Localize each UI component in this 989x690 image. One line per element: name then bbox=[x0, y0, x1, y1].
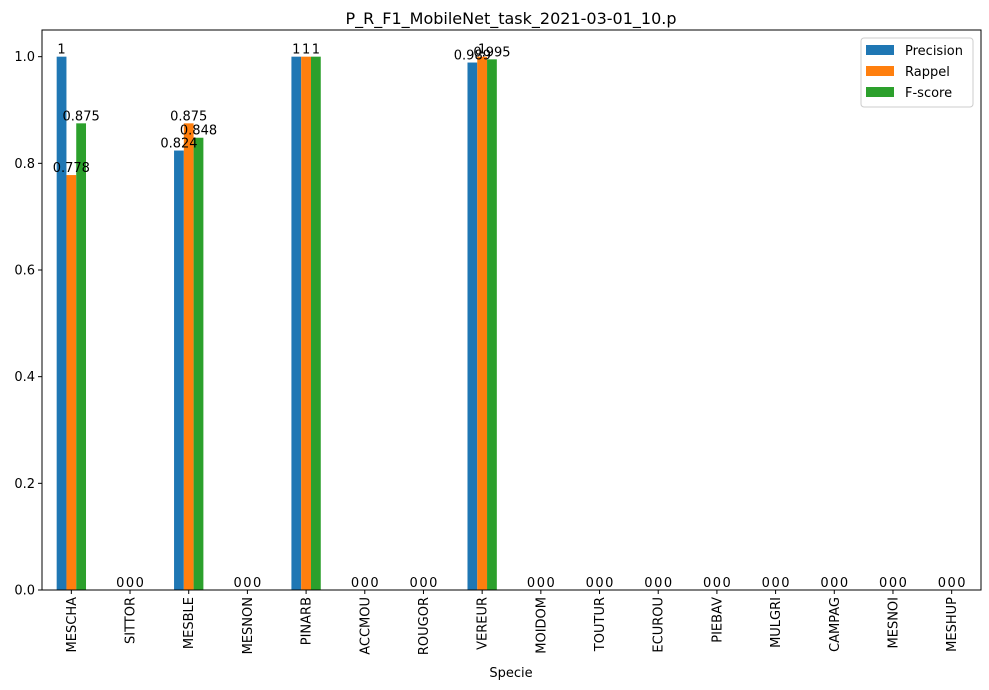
bar-label-rappel-toutur: 0 bbox=[595, 576, 603, 591]
y-tick-label: 0.8 bbox=[14, 157, 35, 172]
x-tick-label-piebav: PIEBAV bbox=[710, 597, 725, 643]
bar-precision-vereur bbox=[467, 62, 478, 591]
y-tick-label: 0.4 bbox=[14, 370, 35, 385]
bar-label-f-score-mulgri: 0 bbox=[781, 576, 789, 591]
x-tick-label-meshup: MESHUP bbox=[945, 597, 960, 652]
bars-layer bbox=[56, 56, 497, 591]
bar-label-f-score-ecurou: 0 bbox=[664, 576, 672, 591]
bar-label-f-score-mesnon: 0 bbox=[253, 576, 261, 591]
x-tick-label-moidom: MOIDOM bbox=[534, 597, 549, 654]
x-tick-label-sittor: SITTOR bbox=[124, 597, 139, 644]
x-tick-label-mescha: MESCHA bbox=[65, 597, 80, 653]
x-tick-label-campag: CAMPAG bbox=[828, 597, 843, 652]
x-tick-label-vereur: VEREUR bbox=[476, 597, 491, 650]
legend-swatch-f-score bbox=[866, 87, 894, 97]
x-tick-label-mesble: MESBLE bbox=[182, 597, 197, 649]
bar-label-precision-mescha: 1 bbox=[57, 43, 65, 58]
bar-label-precision-rougor: 0 bbox=[410, 576, 418, 591]
bar-f-score-mesble bbox=[193, 137, 204, 590]
bar-label-precision-campag: 0 bbox=[820, 576, 828, 591]
bar-f-score-pinarb bbox=[310, 56, 321, 590]
bar-f-score-mescha bbox=[76, 123, 87, 590]
bar-label-f-score-campag: 0 bbox=[840, 576, 848, 591]
bar-label-rappel-ecurou: 0 bbox=[654, 576, 662, 591]
bar-label-f-score-accmou: 0 bbox=[370, 576, 378, 591]
bar-label-f-score-meshup: 0 bbox=[957, 576, 965, 591]
plot-frame bbox=[41, 29, 982, 591]
bar-label-rappel-piebav: 0 bbox=[713, 576, 721, 591]
bar-label-rappel-accmou: 0 bbox=[361, 576, 369, 591]
chart-title: P_R_F1_MobileNet_task_2021-03-01_10.p bbox=[346, 9, 677, 29]
y-axis: 0.0 0.2 0.4 0.6 0.8 1.0 bbox=[14, 50, 42, 599]
bar-label-precision-toutur: 0 bbox=[586, 576, 594, 591]
bar-label-f-score-sittor: 0 bbox=[136, 576, 144, 591]
bar-label-f-score-vereur: 0.995 bbox=[473, 45, 510, 60]
bar-label-f-score-moidom: 0 bbox=[546, 576, 554, 591]
x-tick-label-pinarb: PINARB bbox=[300, 597, 315, 645]
bar-label-precision-accmou: 0 bbox=[351, 576, 359, 591]
bar-label-precision-mesble: 0.824 bbox=[160, 137, 197, 152]
x-tick-label-mulgri: MULGRI bbox=[769, 597, 784, 648]
bar-precision-mesble bbox=[174, 150, 184, 591]
bar-label-precision-moidom: 0 bbox=[527, 576, 535, 591]
bar-label-rappel-mesble: 0.875 bbox=[170, 109, 207, 124]
bar-label-precision-mesnon: 0 bbox=[233, 576, 241, 591]
legend-label-precision: Precision bbox=[905, 44, 963, 59]
legend: Precision Rappel F-score bbox=[860, 37, 974, 108]
bar-label-f-score-mescha: 0.875 bbox=[63, 109, 100, 124]
bar-label-rappel-mesnoi: 0 bbox=[889, 576, 897, 591]
bar-label-rappel-mesnon: 0 bbox=[243, 576, 251, 591]
bar-label-rappel-sittor: 0 bbox=[126, 576, 134, 591]
y-tick-label: 0.0 bbox=[14, 584, 35, 599]
bar-label-rappel-meshup: 0 bbox=[948, 576, 956, 591]
x-tick-label-toutur: TOUTUR bbox=[593, 597, 608, 652]
x-tick-label-ecurou: ECUROU bbox=[652, 597, 667, 653]
bar-label-rappel-rougor: 0 bbox=[419, 576, 427, 591]
legend-label-rappel: Rappel bbox=[905, 65, 950, 80]
x-axis: MESCHA SITTOR MESBLE MESNON PINARB ACCMOU ROUG… bbox=[65, 590, 960, 655]
bar-label-precision-sittor: 0 bbox=[116, 576, 124, 591]
x-tick-label-rougor: ROUGOR bbox=[417, 597, 432, 655]
y-tick-label: 0.2 bbox=[14, 477, 35, 492]
bar-label-precision-mulgri: 0 bbox=[762, 576, 770, 591]
bar-rappel-pinarb bbox=[301, 56, 311, 590]
bar-label-precision-ecurou: 0 bbox=[644, 576, 652, 591]
x-tick-label-mesnon: MESNON bbox=[241, 597, 256, 654]
y-tick-label: 1.0 bbox=[14, 50, 35, 65]
bar-precision-mescha bbox=[56, 56, 67, 590]
y-tick-label: 0.6 bbox=[14, 264, 35, 279]
bar-label-rappel-vereur: 1 bbox=[478, 43, 486, 58]
bar-label-precision-mesnoi: 0 bbox=[879, 576, 887, 591]
bar-label-precision-pinarb: 1 bbox=[292, 43, 300, 58]
bar-label-rappel-pinarb: 1 bbox=[302, 43, 310, 58]
bar-label-rappel-campag: 0 bbox=[830, 576, 838, 591]
legend-swatch-precision bbox=[866, 45, 894, 55]
legend-swatch-rappel bbox=[866, 66, 894, 76]
bar-f-score-vereur bbox=[487, 59, 497, 591]
bar-rappel-vereur bbox=[477, 56, 488, 590]
bar-label-f-score-piebav: 0 bbox=[723, 576, 731, 591]
bar-label-f-score-pinarb: 1 bbox=[312, 43, 320, 58]
legend-label-f-score: F-score bbox=[905, 86, 952, 101]
bar-label-f-score-mesble: 0.848 bbox=[180, 124, 217, 139]
x-tick-label-mesnoi: MESNOI bbox=[886, 597, 901, 648]
bar-label-f-score-toutur: 0 bbox=[605, 576, 613, 591]
x-axis-label: Specie bbox=[489, 666, 532, 681]
bar-label-f-score-rougor: 0 bbox=[429, 576, 437, 591]
bar-rappel-mescha bbox=[66, 175, 77, 591]
bar-label-rappel-mulgri: 0 bbox=[771, 576, 779, 591]
bar-rappel-mesble bbox=[183, 123, 194, 590]
bar-precision-pinarb bbox=[291, 56, 302, 590]
bar-label-rappel-mescha: 0.778 bbox=[53, 161, 90, 176]
bar-label-precision-meshup: 0 bbox=[938, 576, 946, 591]
bar-label-rappel-moidom: 0 bbox=[537, 576, 545, 591]
bar-label-precision-piebav: 0 bbox=[703, 576, 711, 591]
x-tick-label-accmou: ACCMOU bbox=[358, 597, 373, 655]
bar-label-precision-vereur: 0.989 bbox=[454, 49, 491, 64]
bar-label-f-score-mesnoi: 0 bbox=[899, 576, 907, 591]
